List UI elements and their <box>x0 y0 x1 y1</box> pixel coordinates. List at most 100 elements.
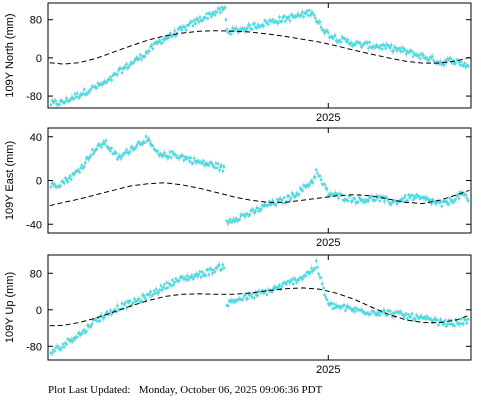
obs-point-0-29-11 <box>439 60 442 63</box>
obs-point-1-8-0 <box>144 135 148 138</box>
obs-point-2-32-5 <box>466 317 470 321</box>
obs-point-1-4-3 <box>93 150 96 153</box>
obs-point-0-4-14 <box>105 80 109 84</box>
obs-point-1-5-4 <box>108 147 111 150</box>
obs-point-2-26-12 <box>388 309 392 313</box>
obs-point-1-7-3 <box>134 146 137 150</box>
obs-point-2-18-12 <box>280 285 284 288</box>
obs-point-1-19-9 <box>294 194 297 198</box>
obs-point-2-10-5 <box>177 279 181 282</box>
obs-point-1-1-6 <box>67 176 71 180</box>
obs-point-1-9-8 <box>167 155 171 159</box>
obs-point-0-30-8 <box>449 57 453 61</box>
obs-point-2-17-0 <box>249 293 253 296</box>
obs-point-0-12-9 <box>210 15 213 18</box>
obs-point-2-0-7 <box>56 345 60 348</box>
obs-point-0-6-3 <box>120 71 124 75</box>
obs-point-1-8-3 <box>148 139 151 142</box>
obs-point-1-5-5 <box>109 149 112 153</box>
obs-point-2-32-3 <box>464 318 468 321</box>
obs-point-2-13-6 <box>220 268 223 271</box>
obs-point-2-22-9 <box>325 298 329 302</box>
obs-point-1-1-4 <box>65 178 68 182</box>
obs-point-0-27-0 <box>392 49 395 53</box>
obs-point-1-2-6 <box>79 166 82 170</box>
obs-point-1-22-9 <box>325 188 329 191</box>
obs-point-0-18-14 <box>282 14 286 18</box>
obs-point-1-5-11 <box>116 157 119 161</box>
obs-point-1-25-11 <box>370 195 374 198</box>
obs-point-0-3-5 <box>88 89 92 93</box>
obs-point-1-13-3 <box>216 162 220 166</box>
obs-point-2-22-4 <box>319 276 323 280</box>
obs-point-2-8-7 <box>152 289 156 293</box>
obs-point-2-19-4 <box>288 281 292 284</box>
obs-point-0-0-1 <box>49 103 53 107</box>
obs-point-1-5-1 <box>104 139 108 142</box>
obs-point-0-32-1 <box>462 64 465 67</box>
obs-point-2-23-3 <box>330 302 334 305</box>
obs-point-1-10-10 <box>183 155 187 159</box>
obs-point-0-15-4 <box>230 32 233 36</box>
obs-point-1-20-7 <box>309 181 312 184</box>
obs-point-0-13-4 <box>218 7 221 11</box>
obs-point-0-24-4 <box>345 40 348 44</box>
obs-point-1-0-1 <box>49 185 53 189</box>
obs-point-0-16-14 <box>248 24 252 27</box>
obs-point-1-9-4 <box>163 151 166 155</box>
y-axis-title-2: 109Y Up (mm) <box>4 272 16 343</box>
obs-point-2-21-2 <box>313 266 317 270</box>
obs-point-2-19-7 <box>292 282 295 286</box>
obs-point-2-13-0 <box>213 270 217 274</box>
obs-point-2-4-9 <box>100 313 103 317</box>
obs-point-1-30-6 <box>447 203 450 206</box>
obs-point-0-28-11 <box>422 53 425 57</box>
obs-point-2-2-3 <box>75 335 79 339</box>
obs-point-2-27-0 <box>392 311 395 315</box>
obs-point-0-31-0 <box>450 62 454 65</box>
obs-point-1-25-5 <box>363 198 367 201</box>
obs-point-0-2-0 <box>72 97 76 101</box>
obs-point-1-27-10 <box>403 194 407 197</box>
obs-point-1-7-11 <box>143 141 147 145</box>
obs-point-0-17-6 <box>256 23 260 26</box>
obs-point-1-18-3 <box>270 202 273 206</box>
obs-point-0-9-9 <box>168 31 172 35</box>
obs-point-1-8-6 <box>151 144 155 148</box>
obs-point-2-10-0 <box>172 283 175 286</box>
obs-point-1-17-9 <box>259 208 263 211</box>
obs-point-1-20-3 <box>304 186 308 189</box>
obs-point-0-6-0 <box>117 68 120 72</box>
y-axis-title-1: 109Y East (mm) <box>4 141 16 220</box>
obs-point-2-23-4 <box>331 307 335 310</box>
obs-point-0-19-3 <box>287 15 291 19</box>
obs-point-1-26-9 <box>385 196 389 199</box>
obs-point-0-10-10 <box>183 25 187 29</box>
ytick-label-1-0: -40 <box>26 219 42 231</box>
obs-point-0-28-1 <box>410 50 414 53</box>
obs-point-2-6-6 <box>124 301 127 305</box>
obs-point-1-4-10 <box>101 142 104 146</box>
obs-point-2-17-3 <box>253 296 256 300</box>
obs-point-1-9-1 <box>159 152 163 156</box>
obs-point-0-5-2 <box>109 75 112 79</box>
obs-point-0-7-7 <box>138 53 142 56</box>
obs-point-0-21-2 <box>313 16 317 20</box>
obs-point-2-24-2 <box>343 303 346 307</box>
last-updated-label: Plot Last Updated: <box>48 384 131 396</box>
obs-point-1-28-3 <box>412 195 416 198</box>
obs-point-2-12-7 <box>207 273 211 276</box>
obs-point-1-6-6 <box>124 151 127 154</box>
obs-point-2-4-5 <box>95 319 99 323</box>
obs-point-0-28-2 <box>411 55 415 58</box>
obs-point-0-18-12 <box>280 19 284 23</box>
obs-point-2-9-5 <box>164 287 167 290</box>
obs-point-2-16-12 <box>246 297 249 301</box>
obs-point-0-5-1 <box>108 78 111 81</box>
obs-point-2-11-8 <box>195 272 198 276</box>
obs-point-0-31-6 <box>457 61 461 64</box>
obs-point-2-22-5 <box>320 282 324 286</box>
model-curve-1 <box>49 182 470 207</box>
obs-point-0-19-14 <box>300 13 303 17</box>
obs-point-2-32-4 <box>465 321 469 325</box>
